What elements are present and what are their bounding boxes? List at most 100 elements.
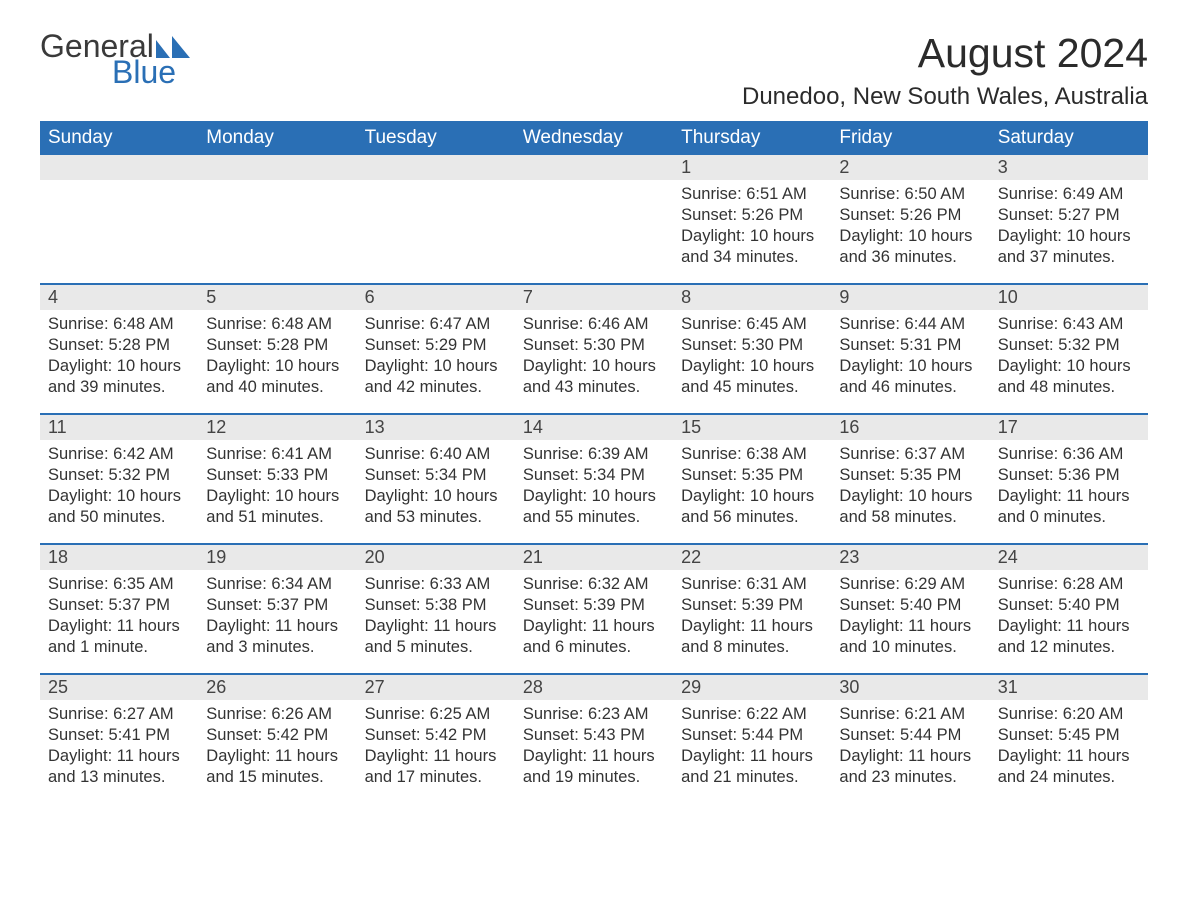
calendar-week: 11Sunrise: 6:42 AMSunset: 5:32 PMDayligh… — [40, 413, 1148, 543]
calendar-cell: 11Sunrise: 6:42 AMSunset: 5:32 PMDayligh… — [40, 415, 198, 543]
sunset-line: Sunset: 5:40 PM — [839, 595, 981, 616]
calendar-cell: 31Sunrise: 6:20 AMSunset: 5:45 PMDayligh… — [990, 675, 1148, 803]
sunrise-line: Sunrise: 6:44 AM — [839, 314, 981, 335]
day-header: Saturday — [990, 121, 1148, 155]
title-block: August 2024 Dunedoo, New South Wales, Au… — [742, 30, 1148, 111]
day-number: 19 — [198, 545, 356, 570]
sunrise-line: Sunrise: 6:40 AM — [365, 444, 507, 465]
sunrise-line: Sunrise: 6:37 AM — [839, 444, 981, 465]
calendar-cell: 19Sunrise: 6:34 AMSunset: 5:37 PMDayligh… — [198, 545, 356, 673]
daylight-line: Daylight: 10 hours and 34 minutes. — [681, 226, 823, 268]
day-number: 24 — [990, 545, 1148, 570]
day-number: 5 — [198, 285, 356, 310]
sunset-line: Sunset: 5:30 PM — [523, 335, 665, 356]
calendar-cell: 22Sunrise: 6:31 AMSunset: 5:39 PMDayligh… — [673, 545, 831, 673]
day-number: 4 — [40, 285, 198, 310]
sunset-line: Sunset: 5:35 PM — [681, 465, 823, 486]
daylight-line: Daylight: 10 hours and 42 minutes. — [365, 356, 507, 398]
daylight-line: Daylight: 11 hours and 23 minutes. — [839, 746, 981, 788]
sunrise-line: Sunrise: 6:49 AM — [998, 184, 1140, 205]
day-number: 21 — [515, 545, 673, 570]
daylight-line: Daylight: 10 hours and 55 minutes. — [523, 486, 665, 528]
sunset-line: Sunset: 5:43 PM — [523, 725, 665, 746]
day-details: Sunrise: 6:20 AMSunset: 5:45 PMDaylight:… — [990, 700, 1148, 792]
day-details: Sunrise: 6:50 AMSunset: 5:26 PMDaylight:… — [831, 180, 989, 272]
calendar-cell: 7Sunrise: 6:46 AMSunset: 5:30 PMDaylight… — [515, 285, 673, 413]
sunset-line: Sunset: 5:45 PM — [998, 725, 1140, 746]
sunset-line: Sunset: 5:37 PM — [206, 595, 348, 616]
day-details: Sunrise: 6:27 AMSunset: 5:41 PMDaylight:… — [40, 700, 198, 792]
sunrise-line: Sunrise: 6:47 AM — [365, 314, 507, 335]
day-details: Sunrise: 6:33 AMSunset: 5:38 PMDaylight:… — [357, 570, 515, 662]
daylight-line: Daylight: 11 hours and 6 minutes. — [523, 616, 665, 658]
calendar-cell: 28Sunrise: 6:23 AMSunset: 5:43 PMDayligh… — [515, 675, 673, 803]
day-details: Sunrise: 6:35 AMSunset: 5:37 PMDaylight:… — [40, 570, 198, 662]
calendar-cell: 18Sunrise: 6:35 AMSunset: 5:37 PMDayligh… — [40, 545, 198, 673]
day-details: Sunrise: 6:21 AMSunset: 5:44 PMDaylight:… — [831, 700, 989, 792]
day-details: Sunrise: 6:43 AMSunset: 5:32 PMDaylight:… — [990, 310, 1148, 402]
calendar-cell: 1Sunrise: 6:51 AMSunset: 5:26 PMDaylight… — [673, 155, 831, 283]
sunrise-line: Sunrise: 6:46 AM — [523, 314, 665, 335]
day-number: 2 — [831, 155, 989, 180]
daylight-line: Daylight: 11 hours and 8 minutes. — [681, 616, 823, 658]
sunrise-line: Sunrise: 6:41 AM — [206, 444, 348, 465]
day-number: 3 — [990, 155, 1148, 180]
day-number: 15 — [673, 415, 831, 440]
day-details: Sunrise: 6:34 AMSunset: 5:37 PMDaylight:… — [198, 570, 356, 662]
day-details: Sunrise: 6:48 AMSunset: 5:28 PMDaylight:… — [198, 310, 356, 402]
daylight-line: Daylight: 10 hours and 50 minutes. — [48, 486, 190, 528]
calendar-cell: 13Sunrise: 6:40 AMSunset: 5:34 PMDayligh… — [357, 415, 515, 543]
daylight-line: Daylight: 10 hours and 36 minutes. — [839, 226, 981, 268]
calendar-cell: 3Sunrise: 6:49 AMSunset: 5:27 PMDaylight… — [990, 155, 1148, 283]
daylight-line: Daylight: 10 hours and 39 minutes. — [48, 356, 190, 398]
day-details: Sunrise: 6:23 AMSunset: 5:43 PMDaylight:… — [515, 700, 673, 792]
sunset-line: Sunset: 5:26 PM — [681, 205, 823, 226]
daylight-line: Daylight: 10 hours and 58 minutes. — [839, 486, 981, 528]
sunset-line: Sunset: 5:34 PM — [523, 465, 665, 486]
daylight-line: Daylight: 10 hours and 45 minutes. — [681, 356, 823, 398]
sunset-line: Sunset: 5:38 PM — [365, 595, 507, 616]
day-details: Sunrise: 6:25 AMSunset: 5:42 PMDaylight:… — [357, 700, 515, 792]
calendar-cell: 25Sunrise: 6:27 AMSunset: 5:41 PMDayligh… — [40, 675, 198, 803]
calendar-week: 18Sunrise: 6:35 AMSunset: 5:37 PMDayligh… — [40, 543, 1148, 673]
day-details: Sunrise: 6:39 AMSunset: 5:34 PMDaylight:… — [515, 440, 673, 532]
sunset-line: Sunset: 5:44 PM — [681, 725, 823, 746]
calendar-cell: 30Sunrise: 6:21 AMSunset: 5:44 PMDayligh… — [831, 675, 989, 803]
daylight-line: Daylight: 10 hours and 43 minutes. — [523, 356, 665, 398]
calendar-cell: 10Sunrise: 6:43 AMSunset: 5:32 PMDayligh… — [990, 285, 1148, 413]
day-number: 18 — [40, 545, 198, 570]
calendar-week: 25Sunrise: 6:27 AMSunset: 5:41 PMDayligh… — [40, 673, 1148, 803]
day-details: Sunrise: 6:40 AMSunset: 5:34 PMDaylight:… — [357, 440, 515, 532]
day-details: Sunrise: 6:31 AMSunset: 5:39 PMDaylight:… — [673, 570, 831, 662]
day-number: 9 — [831, 285, 989, 310]
sunset-line: Sunset: 5:26 PM — [839, 205, 981, 226]
sunset-line: Sunset: 5:28 PM — [206, 335, 348, 356]
sunrise-line: Sunrise: 6:43 AM — [998, 314, 1140, 335]
calendar-cell: 0 — [515, 155, 673, 283]
daylight-line: Daylight: 11 hours and 12 minutes. — [998, 616, 1140, 658]
sunrise-line: Sunrise: 6:51 AM — [681, 184, 823, 205]
day-header: Sunday — [40, 121, 198, 155]
sunrise-line: Sunrise: 6:20 AM — [998, 704, 1140, 725]
daylight-line: Daylight: 11 hours and 15 minutes. — [206, 746, 348, 788]
calendar-cell: 21Sunrise: 6:32 AMSunset: 5:39 PMDayligh… — [515, 545, 673, 673]
day-details: Sunrise: 6:47 AMSunset: 5:29 PMDaylight:… — [357, 310, 515, 402]
sunset-line: Sunset: 5:42 PM — [365, 725, 507, 746]
sunrise-line: Sunrise: 6:23 AM — [523, 704, 665, 725]
daylight-line: Daylight: 11 hours and 3 minutes. — [206, 616, 348, 658]
sunset-line: Sunset: 5:39 PM — [681, 595, 823, 616]
day-number: 6 — [357, 285, 515, 310]
day-details: Sunrise: 6:28 AMSunset: 5:40 PMDaylight:… — [990, 570, 1148, 662]
empty-day-number: 0 — [40, 155, 198, 180]
page-header: General Blue August 2024 Dunedoo, New So… — [40, 30, 1148, 111]
sunrise-line: Sunrise: 6:36 AM — [998, 444, 1140, 465]
sunset-line: Sunset: 5:35 PM — [839, 465, 981, 486]
empty-day-number: 0 — [515, 155, 673, 180]
sunrise-line: Sunrise: 6:31 AM — [681, 574, 823, 595]
day-header-row: Sunday Monday Tuesday Wednesday Thursday… — [40, 121, 1148, 155]
day-number: 27 — [357, 675, 515, 700]
calendar-week: 4Sunrise: 6:48 AMSunset: 5:28 PMDaylight… — [40, 283, 1148, 413]
sunset-line: Sunset: 5:34 PM — [365, 465, 507, 486]
sunrise-line: Sunrise: 6:32 AM — [523, 574, 665, 595]
daylight-line: Daylight: 10 hours and 48 minutes. — [998, 356, 1140, 398]
